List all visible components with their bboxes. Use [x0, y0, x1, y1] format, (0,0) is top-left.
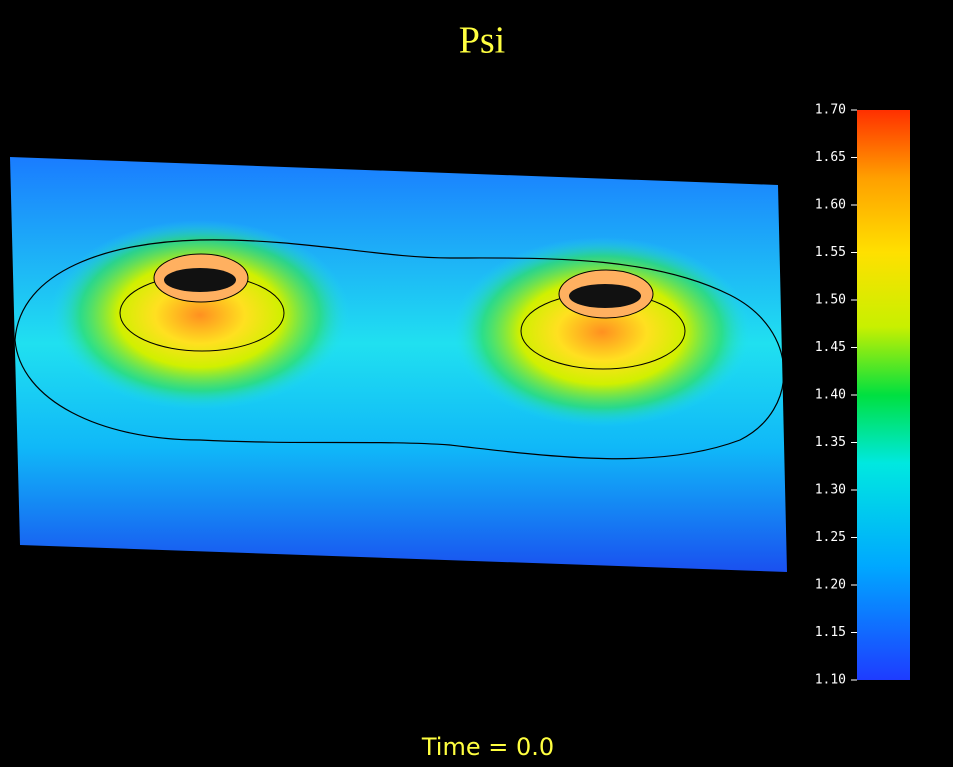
colorbar-tick-label: 1.60 — [815, 198, 846, 213]
colorbar — [857, 110, 910, 680]
colorbar-tick-label: 1.10 — [815, 673, 846, 688]
colorbar-tick-label: 1.35 — [815, 435, 846, 450]
colorbar-tick-label: 1.20 — [815, 578, 846, 593]
colorbar-tick-label: 1.30 — [815, 483, 846, 498]
chart: Psi Time = 0.0 1.10 1.15 1.20 1.25 1.30 1.35 1… — [0, 0, 953, 767]
colorbar-tick-label: 1.25 — [815, 530, 846, 545]
colorbar-tick-label: 1.45 — [815, 340, 846, 355]
colorbar-tick-label: 1.15 — [815, 625, 846, 640]
colorbar-tick-label: 1.40 — [815, 388, 846, 403]
peak — [50, 220, 350, 410]
colorbar-tick-label: 1.70 — [815, 103, 846, 118]
chart-title: Psi — [459, 20, 505, 62]
colorbar-tick-label: 1.65 — [815, 150, 846, 165]
hole — [569, 284, 641, 308]
colorbar-tick-label: 1.55 — [815, 245, 846, 260]
footer: Time = 0.0 — [421, 733, 554, 761]
hole — [164, 268, 236, 292]
peak — [452, 237, 752, 427]
colorbar-tick-label: 1.50 — [815, 293, 846, 308]
